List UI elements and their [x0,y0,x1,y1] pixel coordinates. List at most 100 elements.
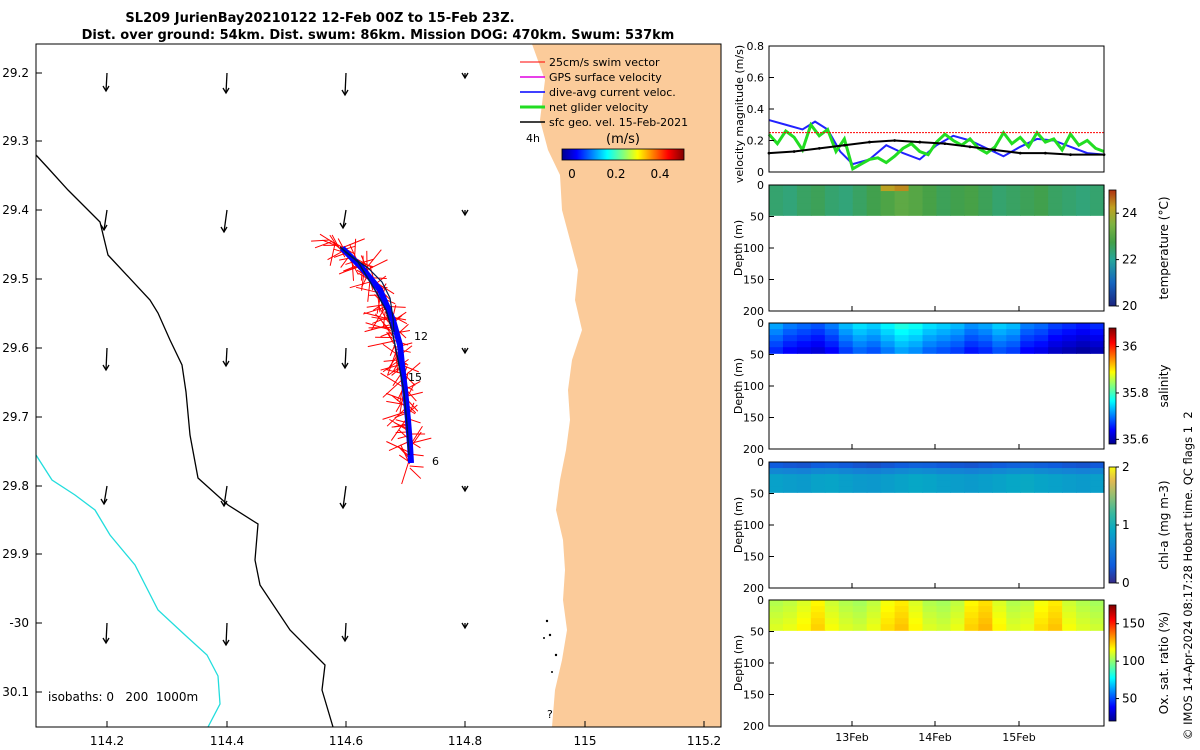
section-cell [992,335,1007,342]
section-cell [936,600,952,607]
section-cell [978,209,993,216]
section-cell [964,462,979,469]
swim-vector [401,459,410,485]
time-axis: 13Feb 14Feb 15Feb [835,731,1035,744]
section-cell [880,486,896,493]
section-cell [880,203,896,210]
section-cell [810,185,826,192]
glider-track-center [339,246,410,456]
section-y-tick: 50 [750,211,764,224]
section-cell [908,329,924,336]
section-cell [936,480,952,487]
section-cell [782,335,798,342]
section-cell [1048,197,1063,204]
speed-colorbar: (m/s) 0 0.2 0.4 [561,132,685,181]
section-cell [866,335,882,342]
section-cell [1062,486,1077,493]
section-cell [852,474,868,481]
section-cell [782,185,798,192]
hour-label: 4h [526,132,540,145]
section-cell [1062,335,1077,342]
swim-vector [380,332,392,338]
section-cell [838,197,854,204]
velocity-bg [769,46,1104,172]
section-cell [1006,191,1021,198]
section-cell [852,480,868,487]
section-cell [1090,468,1105,475]
section-cell [782,329,798,336]
section-cell [992,347,1007,354]
series-black-point [1069,153,1072,157]
map-x-tick-label: 114.6 [329,734,363,748]
legend-gps: GPS surface velocity [549,71,662,84]
title-line-2: Dist. over ground: 54km. Dist. swum: 86k… [82,28,675,43]
section-cell [992,474,1007,481]
section-cell [810,341,826,348]
series-black [768,139,1104,156]
section-cell [978,474,993,481]
section-cell [908,335,924,342]
section-cell [782,323,798,330]
section-cell [964,474,979,481]
series-black-point [1018,151,1022,155]
swim-vector [382,411,406,420]
section-cell [908,185,924,192]
section-cell [1048,191,1063,198]
section-cell [908,618,924,625]
section-cell [838,468,854,475]
section-cell [992,600,1007,607]
glider-track [339,245,414,464]
section-cell [824,606,840,613]
section-cell [950,606,966,613]
section-cell [796,341,812,348]
section-cell [936,323,952,330]
section-colorbar [1108,466,1117,584]
section-cell [810,612,826,619]
time-tick-15feb: 15Feb [1002,731,1035,744]
section-cell [922,462,938,469]
legend-geo: sfc geo. vel. 15-Feb-2021 [549,116,688,129]
section-cell [824,209,840,216]
section-cell [769,480,784,487]
map-y-tick-label: 29.9 [2,547,29,561]
section-cell [992,341,1007,348]
section-cell [866,347,882,354]
swim-vector [385,392,405,401]
section-cell [894,486,910,493]
section-cell [782,606,798,613]
map-panel: 114.2 114.4 114.6 114.8 115 115.2 29.229.329.… [2,43,722,748]
section-cell [810,323,826,330]
section-cell [796,612,812,619]
section-cell [964,335,979,342]
section-cell [824,197,840,204]
section-cell [852,191,868,198]
section-cell [964,197,979,204]
section-cell [1062,462,1077,469]
time-tick-13feb: 13Feb [835,731,868,744]
section-cell [894,606,910,613]
section-cell [852,618,868,625]
swim-vector [389,418,408,431]
series-black-point [993,148,997,152]
map-y-tick-label: 29.6 [2,341,29,355]
section-cell [1062,209,1077,216]
section-cell [950,480,966,487]
section-cell [922,486,938,493]
section-cell [866,468,882,475]
section-y-tick: 50 [750,626,764,639]
section-cell [894,618,910,625]
section-cell [1062,480,1077,487]
section-cell [866,203,882,210]
section-cell [810,347,826,354]
colorbar-tick: 36 [1122,340,1137,354]
section-cell [1048,323,1063,330]
section-cell [964,323,979,330]
section-y-tick: 150 [743,274,764,287]
swim-vector [367,340,394,348]
section-cell [1090,347,1105,354]
colorbar-tick: 150 [1122,617,1145,631]
swim-vector [395,398,405,413]
section-cell [1062,185,1077,192]
section-cell [950,600,966,607]
section-cell [894,335,910,342]
